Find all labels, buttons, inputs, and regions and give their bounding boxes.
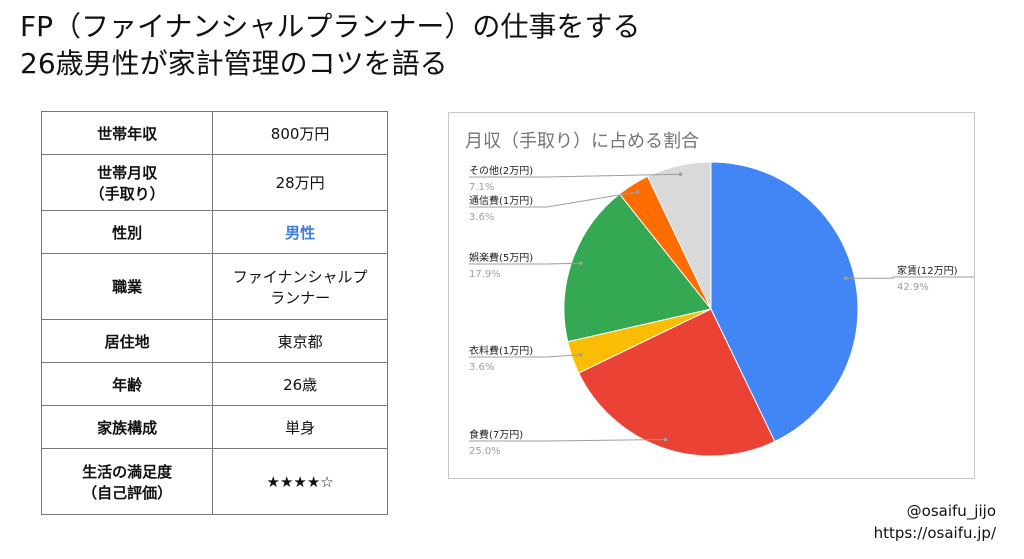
leader-dot [578,352,583,357]
leader-dot [635,190,640,194]
profile-value: 男性 [212,210,388,254]
slice-percent-label: 3.6% [469,212,494,223]
profile-row: 世帯月収 （手取り） 28万円 [40,154,388,211]
profile-row: 性別 男性 [40,210,388,254]
leader-line [469,262,581,265]
pie-slice [710,161,859,443]
profile-table: 世帯年収 800万円 世帯月収 （手取り） 28万円 性別 男性 職業 ファイナンシャルプ ランナ… [40,111,388,515]
leader-line [469,191,638,208]
profile-value: 800万円 [212,111,388,155]
leader-line [469,354,581,358]
slice-label: 娯楽費(5万円) [469,251,533,264]
leader-dot [843,276,848,281]
footer-url: https://osaifu.jp/ [873,524,996,542]
profile-key: 年齢 [40,362,214,406]
profile-key: 居住地 [40,319,214,363]
slice-label: 通信費(1万円) [469,194,533,207]
profile-row: 世帯年収 800万円 [40,111,388,155]
profile-row: 職業 ファイナンシャルプ ランナー [40,253,388,320]
profile-key: 家族構成 [40,405,214,449]
profile-value: 東京都 [212,319,388,363]
slice-percent-label: 42.9% [897,282,929,293]
page-title: FP（ファイナンシャルプランナー）の仕事をする 26歳男性が家計管理のコツを語る [20,8,640,82]
profile-key: 世帯月収 （手取り） [40,154,214,211]
leader-dot [678,172,683,177]
profile-value: 28万円 [212,154,388,211]
slice-percent-label: 17.9% [469,269,501,280]
slice-label: 家賃(12万円) [897,264,958,277]
leader-dot [663,437,668,442]
pie-chart-svg: 家賃(12万円) 42.9% 食費(7万円) 25.0% 衣料費(1万円) 3.6% 娯楽費… [469,161,974,457]
profile-row: 年齢 26歳 [40,362,388,406]
slice-label: 衣料費(1万円) [469,344,533,357]
pie-slice [577,308,776,457]
pie-slice [646,161,712,310]
profile-row: 居住地 東京都 [40,319,388,363]
chart-title: 月収（手取り）に占める割合 [465,131,699,152]
profile-row: 生活の満足度 （自己評価） ★★★★☆ [40,448,388,515]
title-line-1: FP（ファイナンシャルプランナー）の仕事をする [20,10,641,43]
profile-key: 性別 [40,210,214,254]
profile-value: 26歳 [212,362,388,406]
slice-percent-label: 25.0% [469,446,501,457]
profile-key: 職業 [40,253,214,320]
leader-line [845,276,974,279]
profile-value: ファイナンシャルプ ランナー [212,253,388,320]
profile-value: 単身 [212,405,388,449]
profile-row: 家族構成 単身 [40,405,388,449]
leader-line [469,438,666,442]
slice-percent-label: 7.1% [469,182,494,193]
slice-label: その他(2万円) [469,164,533,177]
footer: @osaifu_jijo https://osaifu.jp/ [874,500,996,544]
profile-key: 世帯年収 [40,111,214,155]
pie-slice [563,193,712,343]
profile-value: ★★★★☆ [212,448,388,515]
slice-label: 食費(7万円) [469,428,523,441]
title-line-2: 26歳男性が家計管理のコツを語る [20,47,448,80]
slice-percent-label: 3.6% [469,362,494,373]
leader-line [469,173,681,178]
footer-handle: @osaifu_jijo [906,502,996,520]
profile-key: 生活の満足度 （自己評価） [40,448,214,515]
pie-chart: 月収（手取り）に占める割合 家賃(12万円) 42.9% 食費(7万円) 25.0% 衣… [448,112,975,479]
leader-dot [578,261,583,266]
